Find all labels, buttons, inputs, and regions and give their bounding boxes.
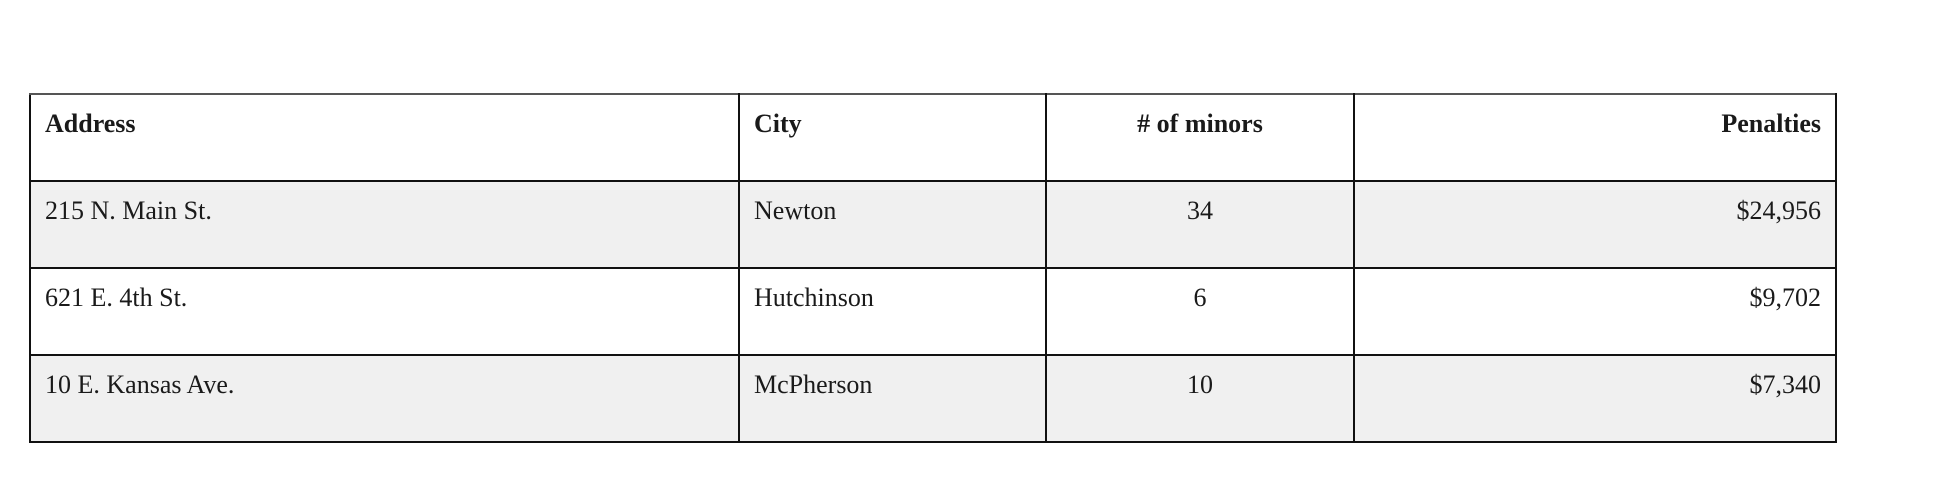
cell-address: 215 N. Main St. (29, 180, 740, 269)
cell-penalties: $24,956 (1353, 180, 1837, 269)
header-address: Address (29, 93, 740, 182)
header-penalties: Penalties (1353, 93, 1837, 182)
cell-address: 10 E. Kansas Ave. (29, 354, 740, 443)
cell-minors: 10 (1045, 354, 1355, 443)
cell-city: Newton (738, 180, 1047, 269)
header-city: City (738, 93, 1047, 182)
cell-penalties: $9,702 (1353, 267, 1837, 356)
cell-minors: 34 (1045, 180, 1355, 269)
penalties-table: Address City # of minors Penalties 215 N… (29, 93, 1837, 443)
header-row: Address City # of minors Penalties (29, 93, 1837, 182)
cell-city: McPherson (738, 354, 1047, 443)
table-row: 215 N. Main St. Newton 34 $24,956 (29, 180, 1837, 269)
header-minors: # of minors (1045, 93, 1355, 182)
cell-address: 621 E. 4th St. (29, 267, 740, 356)
cell-minors: 6 (1045, 267, 1355, 356)
table-row: 621 E. 4th St. Hutchinson 6 $9,702 (29, 267, 1837, 356)
table-row: 10 E. Kansas Ave. McPherson 10 $7,340 (29, 354, 1837, 443)
cell-penalties: $7,340 (1353, 354, 1837, 443)
cell-city: Hutchinson (738, 267, 1047, 356)
